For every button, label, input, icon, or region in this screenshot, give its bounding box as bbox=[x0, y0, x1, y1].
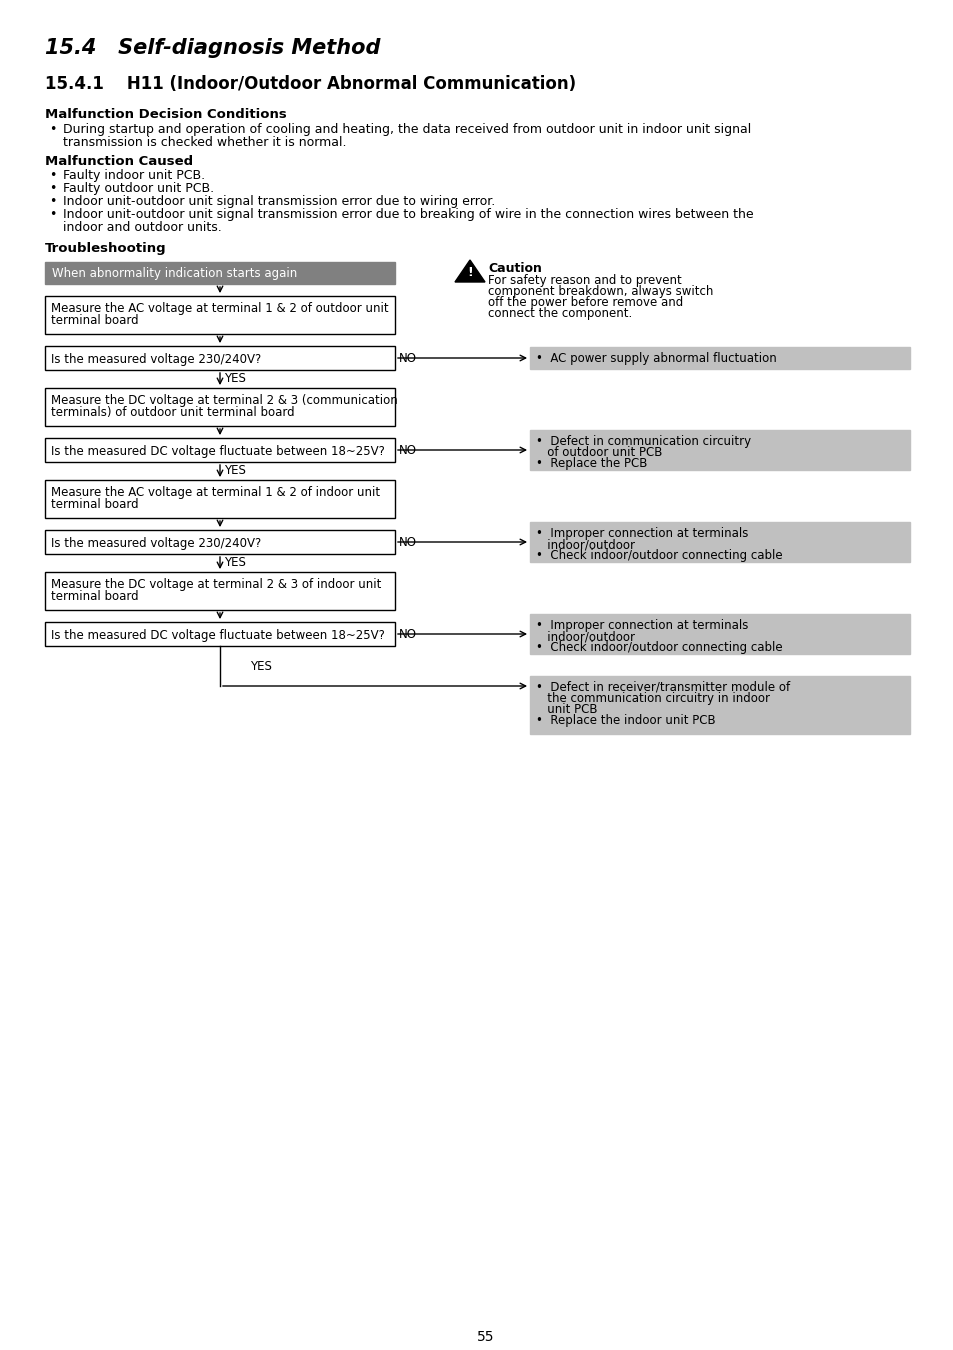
Bar bbox=[45, 531, 395, 554]
Text: •  Replace the PCB: • Replace the PCB bbox=[536, 458, 647, 470]
Bar bbox=[45, 262, 395, 284]
Text: NO: NO bbox=[398, 352, 416, 365]
Text: •  Replace the indoor unit PCB: • Replace the indoor unit PCB bbox=[536, 714, 715, 728]
Text: •  AC power supply abnormal fluctuation: • AC power supply abnormal fluctuation bbox=[536, 352, 776, 365]
Text: Measure the AC voltage at terminal 1 & 2 of indoor unit: Measure the AC voltage at terminal 1 & 2… bbox=[51, 486, 379, 500]
Bar bbox=[45, 572, 395, 610]
Text: •  Defect in communication circuitry: • Defect in communication circuitry bbox=[536, 435, 750, 448]
Text: NO: NO bbox=[398, 444, 416, 458]
Text: Faulty outdoor unit PCB.: Faulty outdoor unit PCB. bbox=[63, 182, 213, 194]
Text: terminal board: terminal board bbox=[51, 315, 138, 327]
Text: terminal board: terminal board bbox=[51, 590, 138, 603]
Text: indoor and outdoor units.: indoor and outdoor units. bbox=[63, 221, 221, 234]
Text: YES: YES bbox=[224, 464, 246, 477]
Text: •: • bbox=[49, 182, 56, 194]
Text: YES: YES bbox=[224, 373, 246, 385]
Text: •: • bbox=[49, 194, 56, 208]
Text: unit PCB: unit PCB bbox=[536, 703, 597, 716]
Text: Measure the DC voltage at terminal 2 & 3 (communication: Measure the DC voltage at terminal 2 & 3… bbox=[51, 394, 397, 406]
Text: Measure the DC voltage at terminal 2 & 3 of indoor unit: Measure the DC voltage at terminal 2 & 3… bbox=[51, 578, 381, 591]
Text: transmission is checked whether it is normal.: transmission is checked whether it is no… bbox=[63, 136, 346, 148]
Text: NO: NO bbox=[398, 536, 416, 549]
Bar bbox=[45, 622, 395, 647]
Text: YES: YES bbox=[250, 660, 272, 674]
Text: terminals) of outdoor unit terminal board: terminals) of outdoor unit terminal boar… bbox=[51, 406, 294, 418]
Text: Is the measured voltage 230/240V?: Is the measured voltage 230/240V? bbox=[51, 352, 261, 366]
Bar bbox=[530, 676, 909, 734]
Bar bbox=[45, 346, 395, 370]
Text: Measure the AC voltage at terminal 1 & 2 of outdoor unit: Measure the AC voltage at terminal 1 & 2… bbox=[51, 302, 388, 315]
Text: •: • bbox=[49, 169, 56, 182]
Text: Is the measured DC voltage fluctuate between 18~25V?: Is the measured DC voltage fluctuate bet… bbox=[51, 446, 384, 458]
Text: Indoor unit-outdoor unit signal transmission error due to wiring error.: Indoor unit-outdoor unit signal transmis… bbox=[63, 194, 495, 208]
Bar bbox=[45, 296, 395, 333]
Text: indoor/outdoor: indoor/outdoor bbox=[536, 539, 635, 551]
Bar bbox=[530, 522, 909, 562]
Bar bbox=[530, 431, 909, 470]
Polygon shape bbox=[455, 261, 484, 282]
Text: Is the measured voltage 230/240V?: Is the measured voltage 230/240V? bbox=[51, 537, 261, 549]
Text: •: • bbox=[49, 123, 56, 136]
Text: of outdoor unit PCB: of outdoor unit PCB bbox=[536, 446, 661, 459]
Text: •  Improper connection at terminals: • Improper connection at terminals bbox=[536, 620, 747, 632]
Text: •  Defect in receiver/transmitter module of: • Defect in receiver/transmitter module … bbox=[536, 680, 789, 694]
Text: off the power before remove and: off the power before remove and bbox=[488, 296, 682, 309]
Bar bbox=[530, 614, 909, 653]
Text: !: ! bbox=[467, 266, 473, 279]
Text: NO: NO bbox=[398, 628, 416, 641]
Text: Caution: Caution bbox=[488, 262, 541, 275]
Bar bbox=[45, 437, 395, 462]
Text: Indoor unit-outdoor unit signal transmission error due to breaking of wire in th: Indoor unit-outdoor unit signal transmis… bbox=[63, 208, 753, 221]
Text: When abnormality indication starts again: When abnormality indication starts again bbox=[52, 267, 297, 279]
Text: terminal board: terminal board bbox=[51, 498, 138, 512]
Text: 55: 55 bbox=[476, 1330, 494, 1345]
Text: connect the component.: connect the component. bbox=[488, 306, 632, 320]
Text: Troubleshooting: Troubleshooting bbox=[45, 242, 167, 255]
Text: •  Improper connection at terminals: • Improper connection at terminals bbox=[536, 526, 747, 540]
Text: •: • bbox=[49, 208, 56, 221]
Text: 15.4   Self-diagnosis Method: 15.4 Self-diagnosis Method bbox=[45, 38, 380, 58]
Text: indoor/outdoor: indoor/outdoor bbox=[536, 630, 635, 643]
Text: Malfunction Decision Conditions: Malfunction Decision Conditions bbox=[45, 108, 287, 122]
Bar bbox=[45, 387, 395, 427]
Text: component breakdown, always switch: component breakdown, always switch bbox=[488, 285, 713, 298]
Text: Faulty indoor unit PCB.: Faulty indoor unit PCB. bbox=[63, 169, 205, 182]
Text: Malfunction Caused: Malfunction Caused bbox=[45, 155, 193, 167]
Bar bbox=[45, 481, 395, 518]
Text: For safety reason and to prevent: For safety reason and to prevent bbox=[488, 274, 681, 288]
Text: 15.4.1    H11 (Indoor/Outdoor Abnormal Communication): 15.4.1 H11 (Indoor/Outdoor Abnormal Comm… bbox=[45, 76, 576, 93]
Bar bbox=[530, 347, 909, 369]
Text: During startup and operation of cooling and heating, the data received from outd: During startup and operation of cooling … bbox=[63, 123, 750, 136]
Text: •  Check indoor/outdoor connecting cable: • Check indoor/outdoor connecting cable bbox=[536, 641, 781, 653]
Text: the communication circuitry in indoor: the communication circuitry in indoor bbox=[536, 693, 769, 705]
Text: Is the measured DC voltage fluctuate between 18~25V?: Is the measured DC voltage fluctuate bet… bbox=[51, 629, 384, 643]
Text: YES: YES bbox=[224, 556, 246, 568]
Text: •  Check indoor/outdoor connecting cable: • Check indoor/outdoor connecting cable bbox=[536, 549, 781, 562]
